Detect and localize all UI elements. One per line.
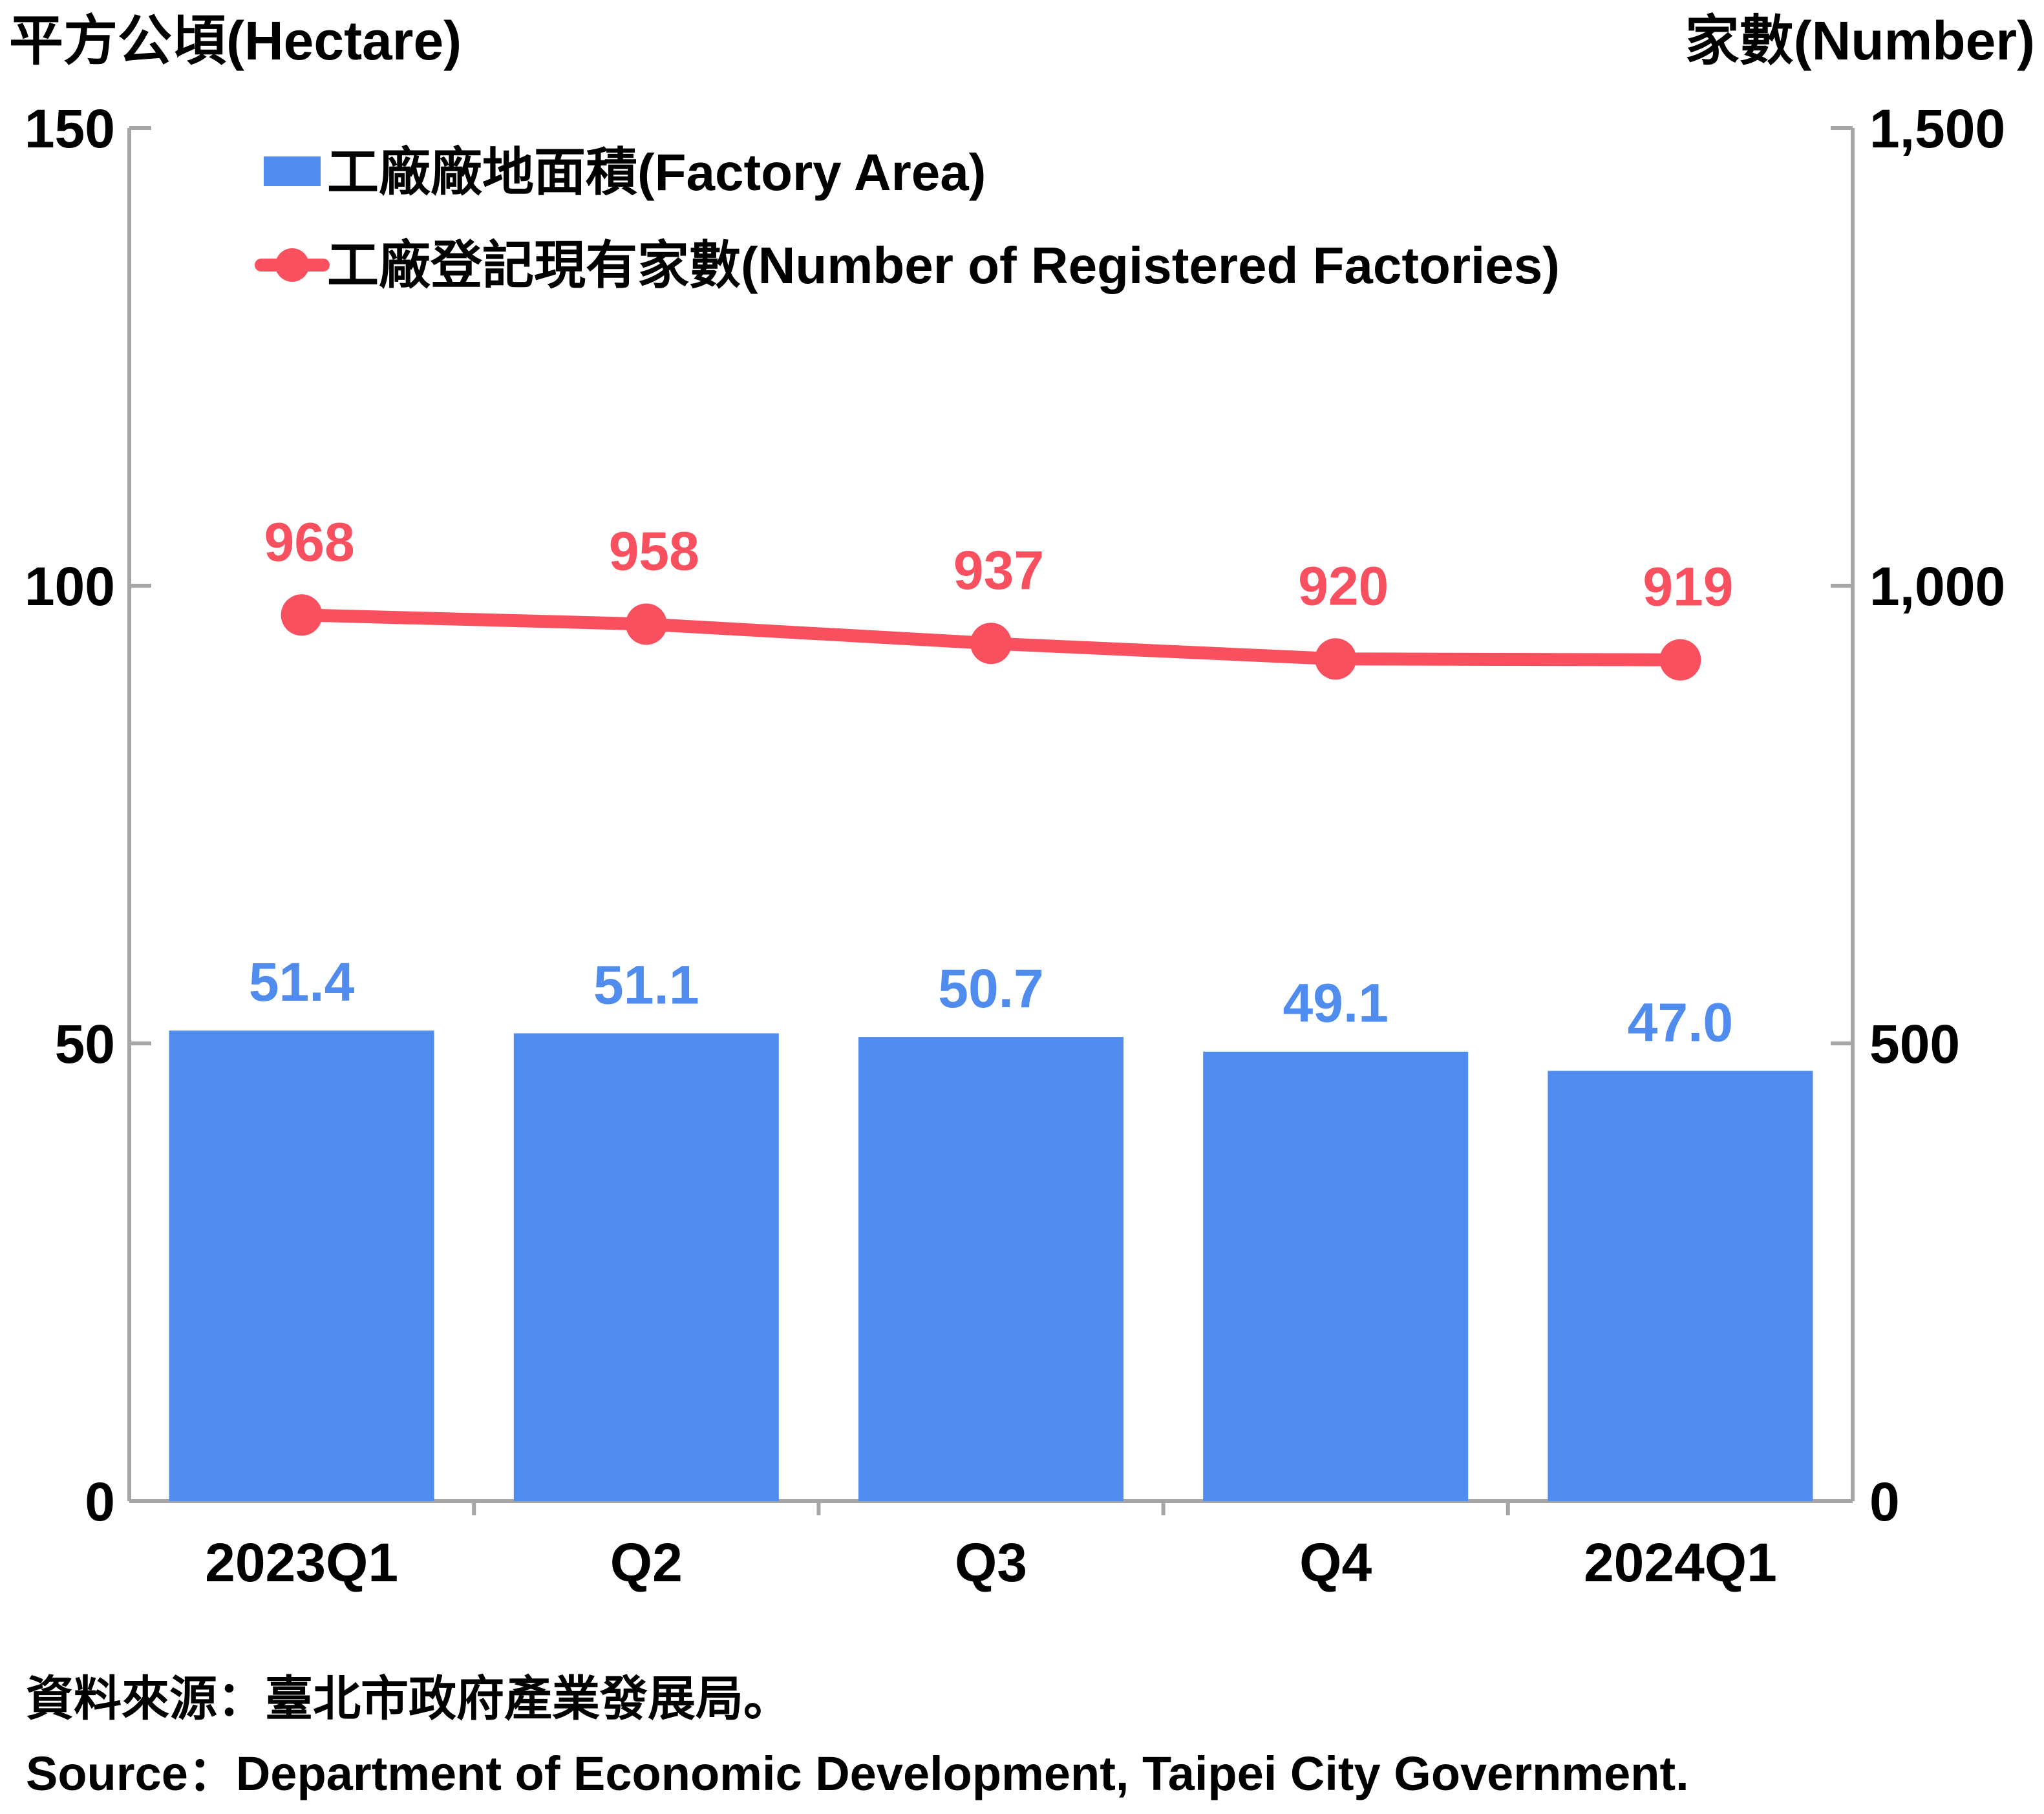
- category-label: 2023Q1: [205, 1532, 398, 1593]
- factory-area-value-labels: 51.4 51.1 50.7 49.1 47.0: [249, 952, 1733, 1052]
- line-point: [281, 594, 323, 636]
- legend-swatch-factory-area: [264, 156, 321, 186]
- line-value-label: 968: [264, 511, 355, 572]
- legend: 工廠廠地面積(Factory Area) 工廠登記現有家數(Number of …: [255, 144, 1560, 294]
- bar: [513, 1033, 779, 1501]
- registered-factories-value-labels: 968 958 937 920 919: [264, 511, 1734, 617]
- line-value-label: 919: [1643, 557, 1733, 617]
- left-axis-title: 平方公頃(Hectare): [9, 10, 462, 71]
- legend-label-registered-factories: 工廠登記現有家數(Number of Registered Factories): [327, 237, 1560, 294]
- category-label: Q3: [955, 1532, 1027, 1593]
- factory-area-bars: [169, 1030, 1813, 1501]
- left-tick-label: 100: [25, 556, 115, 617]
- source-note-english: Source：Department of Economic Developmen…: [26, 1747, 1689, 1800]
- bar-value-label: 50.7: [938, 958, 1044, 1019]
- bar: [858, 1037, 1123, 1501]
- source-note-chinese: 資料來源：臺北市政府產業發展局。: [26, 1672, 791, 1725]
- category-label: Q4: [1299, 1532, 1372, 1593]
- line-point: [1659, 639, 1701, 681]
- left-tick-label: 150: [25, 98, 115, 159]
- category-label: Q2: [610, 1532, 683, 1593]
- right-tick-label: 1,500: [1869, 98, 2005, 159]
- right-axis-ticks: 0 500 1,000 1,500: [1831, 98, 2005, 1532]
- right-tick-label: 0: [1869, 1471, 1900, 1532]
- legend-label-factory-area: 工廠廠地面積(Factory Area): [327, 144, 986, 201]
- line-value-label: 958: [609, 520, 699, 581]
- right-tick-label: 1,000: [1869, 556, 2005, 617]
- category-axis-labels: 2023Q1 Q2 Q3 Q4 2024Q1: [205, 1532, 1777, 1593]
- line-value-label: 937: [953, 540, 1044, 601]
- right-axis-title: 家數(Number): [1685, 10, 2035, 71]
- bar: [169, 1030, 434, 1501]
- line-point: [625, 603, 667, 645]
- bar-value-label: 47.0: [1628, 992, 1734, 1052]
- registered-factories-line: [281, 594, 1701, 681]
- left-tick-label: 0: [85, 1471, 115, 1532]
- bar: [1203, 1051, 1469, 1501]
- bar-value-label: 51.4: [249, 952, 355, 1012]
- line-value-label: 920: [1298, 555, 1389, 616]
- left-tick-label: 50: [55, 1014, 115, 1074]
- line-point: [970, 623, 1012, 665]
- right-tick-label: 500: [1869, 1014, 1960, 1074]
- bar-value-label: 51.1: [593, 954, 699, 1015]
- category-label: 2024Q1: [1584, 1532, 1777, 1593]
- bar-value-label: 49.1: [1283, 973, 1389, 1034]
- legend-swatch-marker: [275, 248, 309, 282]
- bar: [1548, 1071, 1813, 1501]
- line-point: [1315, 638, 1357, 680]
- left-axis-ticks: 0 50 100 150: [25, 98, 151, 1532]
